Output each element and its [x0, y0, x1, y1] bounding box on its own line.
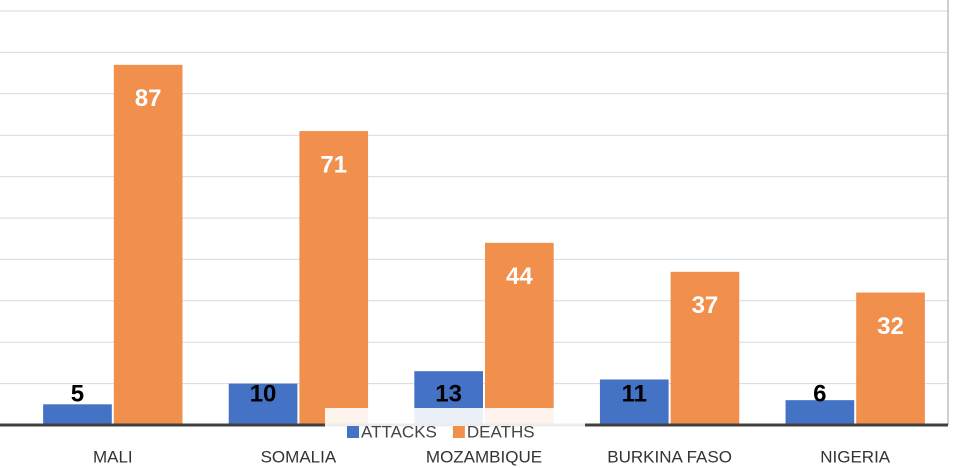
x-tick-label: MALI	[93, 447, 133, 466]
value-label: 10	[250, 380, 277, 407]
bar	[599, 379, 669, 425]
legend-label: ATTACKS	[361, 422, 437, 441]
legend-label: DEATHS	[467, 422, 535, 441]
bar	[785, 400, 855, 425]
value-label: 44	[506, 263, 533, 290]
bar	[43, 404, 112, 425]
x-tick-label: NIGERIA	[820, 447, 891, 466]
bar	[113, 64, 183, 425]
value-label: 11	[622, 380, 647, 407]
bar	[485, 242, 554, 425]
x-tick-label: MOZAMBIQUE	[426, 447, 542, 466]
value-label: 71	[320, 151, 347, 178]
value-label: 87	[135, 85, 162, 112]
x-tick-label: BURKINA FASO	[607, 447, 732, 466]
bar	[856, 292, 925, 425]
value-label: 37	[692, 292, 719, 319]
value-label: 5	[71, 380, 84, 407]
legend-swatch	[452, 426, 465, 438]
bar	[670, 271, 740, 425]
legend-swatch	[347, 426, 359, 438]
x-tick-label: SOMALIA	[261, 447, 337, 466]
value-label: 32	[877, 313, 904, 340]
bar	[299, 131, 369, 425]
bar	[228, 383, 298, 425]
value-label: 13	[435, 380, 462, 407]
value-label: 6	[813, 380, 826, 407]
